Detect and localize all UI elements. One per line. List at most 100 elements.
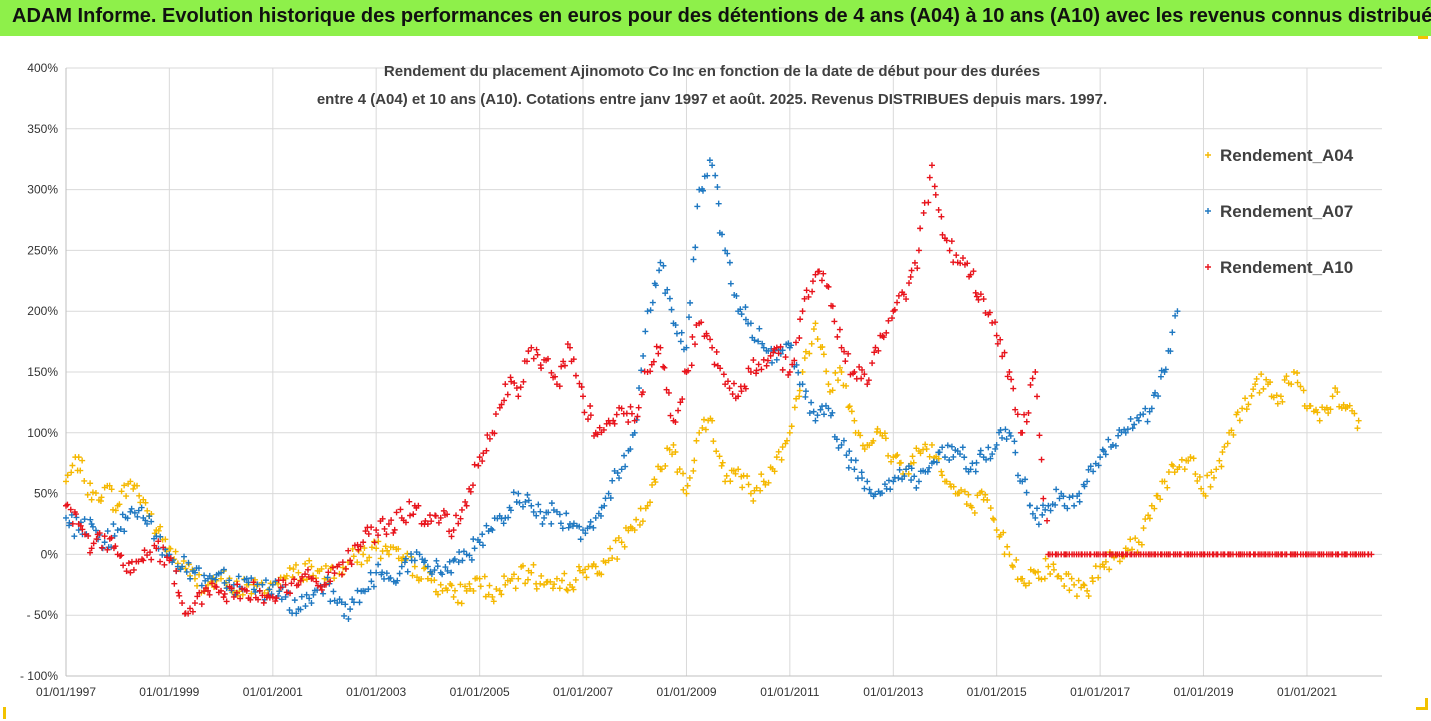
data-point-dense bbox=[525, 497, 532, 504]
y-tick-label: - 100% bbox=[20, 669, 58, 683]
data-point-dense bbox=[933, 459, 940, 466]
data-point-dense bbox=[1102, 451, 1109, 458]
data-point bbox=[709, 162, 716, 169]
data-point-dense bbox=[660, 262, 667, 269]
data-point-dense bbox=[1065, 571, 1072, 578]
series-rendement-a04 bbox=[63, 320, 1362, 607]
data-point-dense bbox=[724, 378, 731, 385]
data-point-dense bbox=[280, 577, 287, 584]
data-point-dense bbox=[758, 366, 765, 373]
x-tick-label: 01/01/2015 bbox=[967, 685, 1027, 699]
data-point-dense bbox=[511, 380, 518, 387]
data-point bbox=[1213, 466, 1220, 473]
data-point-dense bbox=[255, 596, 262, 603]
data-point bbox=[476, 454, 483, 461]
data-point-dense bbox=[304, 566, 311, 573]
data-point bbox=[489, 527, 496, 534]
data-point-dense bbox=[686, 474, 693, 481]
data-point-dense bbox=[215, 589, 222, 596]
data-point-dense bbox=[1012, 449, 1019, 456]
data-point-dense bbox=[141, 547, 148, 554]
data-point-dense bbox=[866, 486, 873, 493]
data-point-dense bbox=[558, 363, 565, 370]
data-point-dense bbox=[572, 576, 579, 583]
data-point-dense bbox=[545, 509, 552, 516]
data-point-dense bbox=[404, 568, 411, 575]
data-point-dense bbox=[609, 477, 616, 484]
data-point-dense bbox=[309, 575, 316, 582]
data-point-dense bbox=[530, 561, 537, 568]
data-point-dense bbox=[895, 475, 902, 482]
data-point-dense bbox=[602, 559, 609, 566]
data-point-dense bbox=[672, 449, 679, 456]
data-point-dense bbox=[649, 481, 656, 488]
data-point-dense bbox=[997, 336, 1004, 343]
data-point-dense bbox=[361, 545, 368, 552]
data-point bbox=[812, 271, 819, 278]
x-tick-label: 01/01/2021 bbox=[1277, 685, 1337, 699]
data-point bbox=[928, 162, 935, 169]
data-point-dense bbox=[964, 260, 971, 267]
data-point-dense bbox=[345, 615, 352, 622]
data-point-dense bbox=[750, 357, 757, 364]
data-point-dense bbox=[111, 532, 118, 539]
data-point-dense bbox=[66, 519, 73, 526]
data-point-dense bbox=[485, 591, 492, 598]
data-point-dense bbox=[473, 575, 480, 582]
data-point-dense bbox=[1224, 440, 1231, 447]
data-point bbox=[618, 539, 625, 546]
data-point-dense bbox=[381, 525, 388, 532]
data-point-dense bbox=[990, 516, 997, 523]
data-point-dense bbox=[1165, 469, 1172, 476]
data-point-dense bbox=[484, 432, 491, 439]
data-point-dense bbox=[992, 445, 999, 452]
data-point-dense bbox=[1155, 393, 1162, 400]
data-point-dense bbox=[520, 378, 527, 385]
data-point-dense bbox=[1140, 525, 1147, 532]
data-point bbox=[88, 545, 95, 552]
data-point-dense bbox=[426, 512, 433, 519]
data-point-dense bbox=[148, 518, 155, 525]
data-point-dense bbox=[123, 568, 130, 575]
data-point-dense bbox=[885, 477, 892, 484]
data-point-dense bbox=[637, 505, 644, 512]
data-point-dense bbox=[714, 184, 721, 191]
data-point-dense bbox=[1080, 581, 1087, 588]
y-tick-label: 400% bbox=[27, 61, 58, 75]
data-point-dense bbox=[530, 508, 537, 515]
data-point-dense bbox=[104, 546, 111, 553]
data-point-dense bbox=[818, 277, 825, 284]
data-point-dense bbox=[611, 420, 618, 427]
data-point-dense bbox=[999, 434, 1006, 441]
data-point-dense bbox=[930, 458, 937, 465]
data-point-dense bbox=[1228, 427, 1235, 434]
data-point-dense bbox=[408, 557, 415, 564]
data-point-dense bbox=[809, 278, 816, 285]
data-point-dense bbox=[953, 252, 960, 259]
data-point-dense bbox=[435, 519, 442, 526]
data-point-dense bbox=[98, 544, 105, 551]
data-point-dense bbox=[1158, 367, 1165, 374]
data-point bbox=[463, 502, 470, 509]
data-point-dense bbox=[93, 527, 100, 534]
data-point-dense bbox=[428, 518, 435, 525]
data-point-dense bbox=[652, 282, 659, 289]
data-point-dense bbox=[1253, 375, 1260, 382]
data-point-dense bbox=[680, 470, 687, 477]
data-point bbox=[812, 320, 819, 327]
data-point-dense bbox=[869, 360, 876, 367]
data-point-dense bbox=[362, 528, 369, 535]
data-point-dense bbox=[727, 478, 734, 485]
data-point-dense bbox=[406, 498, 413, 505]
data-point-dense bbox=[738, 388, 745, 395]
data-point-dense bbox=[121, 482, 128, 489]
data-point-dense bbox=[778, 456, 785, 463]
data-point-dense bbox=[226, 577, 233, 584]
data-point-dense bbox=[454, 599, 461, 606]
data-point-dense bbox=[1092, 563, 1099, 570]
data-point-dense bbox=[512, 585, 519, 592]
data-point-dense bbox=[1198, 485, 1205, 492]
data-point-dense bbox=[135, 558, 142, 565]
data-point-dense bbox=[1260, 385, 1267, 392]
data-point-dense bbox=[602, 495, 609, 502]
